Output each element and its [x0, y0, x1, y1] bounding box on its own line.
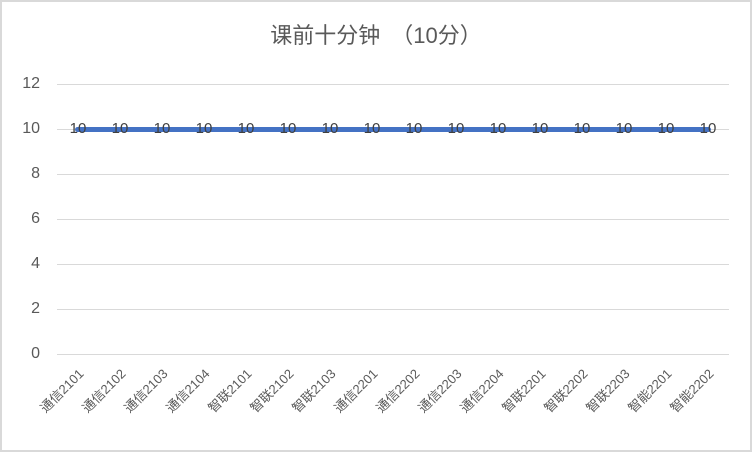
y-axis-label: 12: [22, 75, 40, 92]
y-axis-label: 6: [31, 210, 40, 227]
data-label: 10: [447, 120, 465, 137]
gridline-4: [57, 264, 729, 265]
y-axis-label: 8: [31, 165, 40, 182]
data-label: 10: [237, 120, 255, 137]
data-label: 10: [111, 120, 129, 137]
data-label: 10: [615, 120, 633, 137]
chart-title: 课前十分钟 （10分）: [270, 23, 482, 48]
y-axis-label: 10: [22, 120, 40, 137]
gridline-12: [57, 84, 729, 85]
data-label: 10: [405, 120, 423, 137]
data-label: 10: [279, 120, 297, 137]
series-line: [75, 127, 711, 132]
data-label: 10: [699, 120, 717, 137]
y-axis-label: 2: [31, 300, 40, 317]
data-label: 10: [321, 120, 339, 137]
data-label: 10: [69, 120, 87, 137]
y-axis-label: 4: [31, 255, 40, 272]
data-label: 10: [363, 120, 381, 137]
data-label: 10: [195, 120, 213, 137]
data-label: 10: [153, 120, 171, 137]
data-label: 10: [657, 120, 675, 137]
data-label: 10: [489, 120, 507, 137]
gridline-8: [57, 174, 729, 175]
gridline-6: [57, 219, 729, 220]
gridline-2: [57, 309, 729, 310]
data-label: 10: [573, 120, 591, 137]
y-axis-label: 0: [31, 345, 40, 362]
data-label: 10: [531, 120, 549, 137]
gridline-0: [57, 354, 729, 355]
